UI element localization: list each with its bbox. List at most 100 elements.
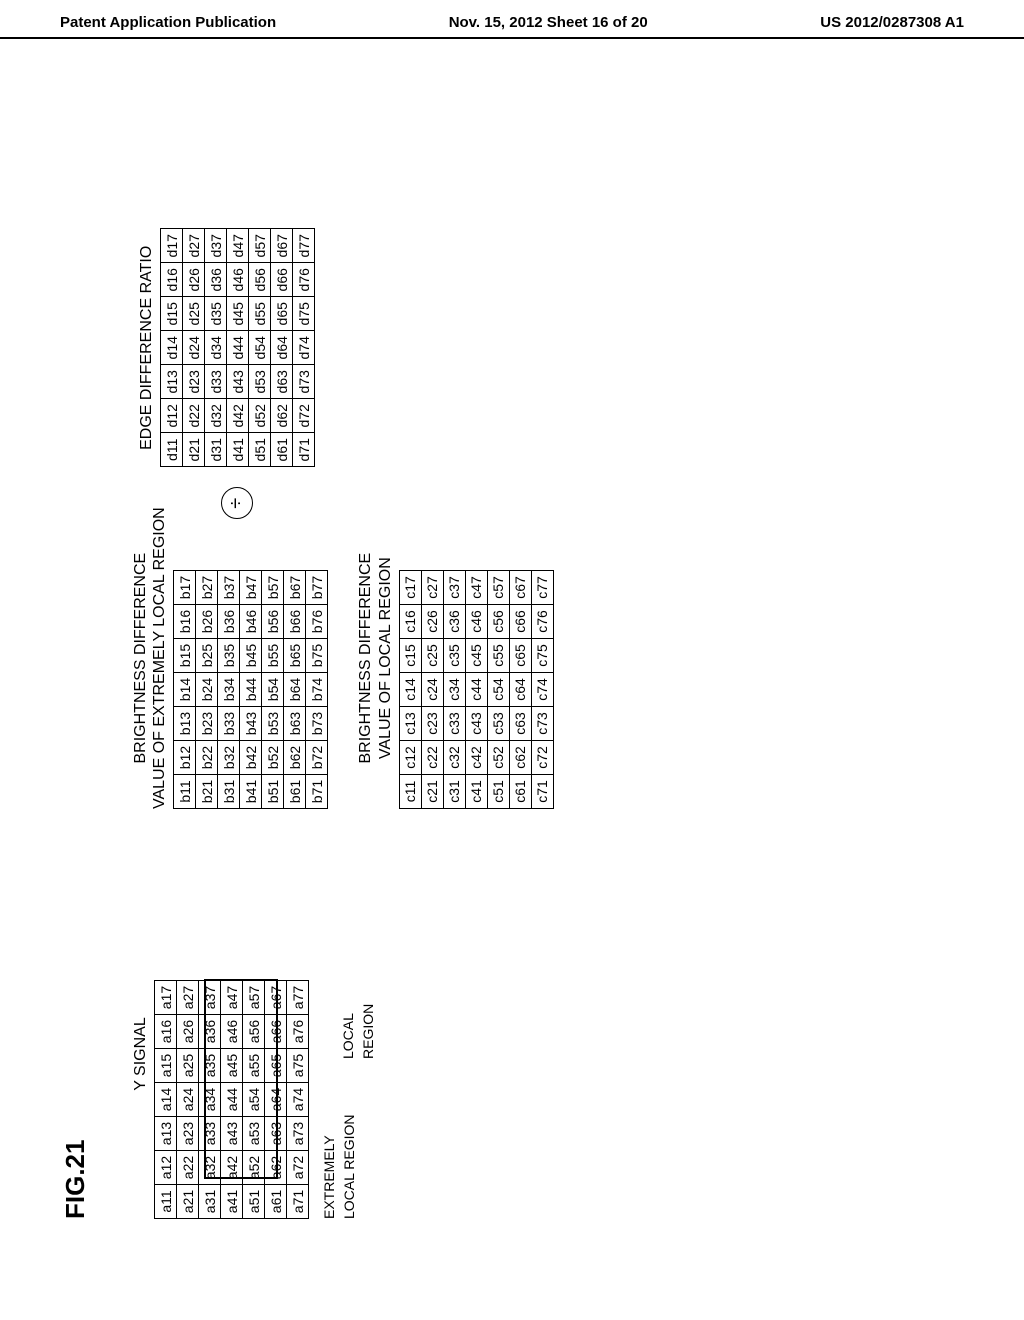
cell: a43 — [221, 1117, 243, 1151]
cell: b73 — [306, 707, 328, 741]
cell: b56 — [262, 605, 284, 639]
cell: d31 — [205, 433, 227, 467]
cell: d72 — [293, 399, 315, 433]
table-c-block: BRIGHTNESS DIFFERENCE VALUE OF LOCAL REG… — [356, 507, 553, 809]
cell: b35 — [218, 639, 240, 673]
cell: c63 — [509, 707, 531, 741]
y-signal-title: Y SIGNAL — [131, 889, 150, 1219]
cell: c57 — [487, 571, 509, 605]
cell: b24 — [196, 673, 218, 707]
cell: c54 — [487, 673, 509, 707]
cell: b21 — [196, 775, 218, 809]
cell: d44 — [227, 331, 249, 365]
cell: b67 — [284, 571, 306, 605]
cell: b37 — [218, 571, 240, 605]
cell: a65 — [265, 1049, 287, 1083]
cell: b15 — [174, 639, 196, 673]
cell: c43 — [465, 707, 487, 741]
c-title: BRIGHTNESS DIFFERENCE VALUE OF LOCAL REG… — [356, 507, 394, 809]
cell: d21 — [183, 433, 205, 467]
cell: b11 — [174, 775, 196, 809]
cell: a52 — [243, 1151, 265, 1185]
header-left: Patent Application Publication — [60, 14, 276, 31]
cell: c61 — [509, 775, 531, 809]
cell: b52 — [262, 741, 284, 775]
cell: c76 — [531, 605, 553, 639]
cell: d63 — [271, 365, 293, 399]
cell: c66 — [509, 605, 531, 639]
cell: c62 — [509, 741, 531, 775]
cell: d25 — [183, 297, 205, 331]
cell: c12 — [399, 741, 421, 775]
header-center: Nov. 15, 2012 Sheet 16 of 20 — [449, 14, 648, 31]
cell: a61 — [265, 1185, 287, 1219]
cell: c26 — [421, 605, 443, 639]
cell: c11 — [399, 775, 421, 809]
cell: b66 — [284, 605, 306, 639]
cell: a76 — [287, 1015, 309, 1049]
cell: d35 — [205, 297, 227, 331]
cell: c77 — [531, 571, 553, 605]
cell: d33 — [205, 365, 227, 399]
cell: b63 — [284, 707, 306, 741]
cell: a42 — [221, 1151, 243, 1185]
cell: c16 — [399, 605, 421, 639]
cell: a13 — [155, 1117, 177, 1151]
cell: a57 — [243, 981, 265, 1015]
cell: b34 — [218, 673, 240, 707]
figure-label: FIG.21 — [60, 119, 91, 1219]
cell: d11 — [161, 433, 183, 467]
cell: d32 — [205, 399, 227, 433]
cell: d23 — [183, 365, 205, 399]
cell: b53 — [262, 707, 284, 741]
cell: d75 — [293, 297, 315, 331]
cell: a62 — [265, 1151, 287, 1185]
b-title: BRIGHTNESS DIFFERENCE VALUE OF EXTREMELY… — [131, 507, 169, 809]
cell: c36 — [443, 605, 465, 639]
cell: b77 — [306, 571, 328, 605]
cell: c74 — [531, 673, 553, 707]
cell: b33 — [218, 707, 240, 741]
cell: b44 — [240, 673, 262, 707]
cell: c45 — [465, 639, 487, 673]
cell: b26 — [196, 605, 218, 639]
cell: b74 — [306, 673, 328, 707]
cell: c64 — [509, 673, 531, 707]
cell: c72 — [531, 741, 553, 775]
cell: c33 — [443, 707, 465, 741]
cell: d15 — [161, 297, 183, 331]
cell: a17 — [155, 981, 177, 1015]
cell: b23 — [196, 707, 218, 741]
cell: a14 — [155, 1083, 177, 1117]
cell: d43 — [227, 365, 249, 399]
cell: a27 — [177, 981, 199, 1015]
cell: c56 — [487, 605, 509, 639]
cell: b14 — [174, 673, 196, 707]
table-c: c11c12c13c14c15c16c17c21c22c23c24c25c26c… — [399, 570, 554, 809]
cell: a36 — [199, 1015, 221, 1049]
cell: b55 — [262, 639, 284, 673]
cell: c47 — [465, 571, 487, 605]
d-title: EDGE DIFFERENCE RATIO — [137, 228, 156, 467]
cell: a45 — [221, 1049, 243, 1083]
cell: d27 — [183, 229, 205, 263]
cell: a51 — [243, 1185, 265, 1219]
cell: a75 — [287, 1049, 309, 1083]
cell: a55 — [243, 1049, 265, 1083]
cell: a72 — [287, 1151, 309, 1185]
cell: c25 — [421, 639, 443, 673]
cell: b12 — [174, 741, 196, 775]
cell: b25 — [196, 639, 218, 673]
cell: a54 — [243, 1083, 265, 1117]
cell: b72 — [306, 741, 328, 775]
cell: a21 — [177, 1185, 199, 1219]
cell: a23 — [177, 1117, 199, 1151]
cell: d17 — [161, 229, 183, 263]
cell: c24 — [421, 673, 443, 707]
cell: b16 — [174, 605, 196, 639]
cell: d26 — [183, 263, 205, 297]
cell: d56 — [249, 263, 271, 297]
cell: b57 — [262, 571, 284, 605]
table-d-block: ÷ EDGE DIFFERENCE RATIO d11d12d13d14d15d… — [137, 228, 582, 467]
cell: a41 — [221, 1185, 243, 1219]
